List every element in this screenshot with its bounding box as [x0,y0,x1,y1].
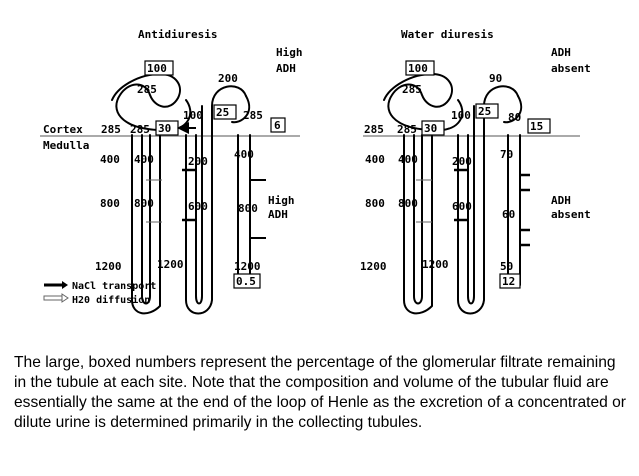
osm-1200-cd: 1200 [234,260,261,273]
pct-100: 100 [147,62,167,75]
adh-label-mid-1: ADH [551,194,571,207]
box-15 [527,118,551,134]
box-6 [270,117,286,133]
box-25 [213,104,237,120]
legend: NaCl transport H20 diffusion [43,281,156,306]
osm-285-ct: 285 [243,109,263,122]
osm-285-b: 285 [397,123,417,136]
osm-1200-b: 1200 [422,258,449,271]
pct-final: 0.5 [236,275,256,288]
osm-70: 70 [500,148,513,161]
pct-25: 25 [478,105,491,118]
adh-label-mid-1: High [268,194,295,207]
loop-ascending [457,85,519,315]
zone-medulla-label: Medulla [43,139,89,152]
osm-100-dist: 100 [451,109,471,122]
box-30 [421,120,445,136]
osm-800-cd: 800 [238,202,258,215]
osm-400-b: 400 [134,153,154,166]
osm-200-dist: 200 [218,72,238,85]
adh-label-top-2: ADH [276,62,296,75]
osm-90: 90 [489,72,502,85]
box-25 [475,103,499,119]
osm-800-a: 800 [365,197,385,210]
pct-15: 15 [530,120,543,133]
legend-h2o-label: H20 diffusion [72,294,150,306]
panel-water-diuresis: Water diuresis ADH absent 100 285 90 100… [360,28,591,315]
proximal-tubule-inner [441,99,464,131]
loop-inner [141,134,151,305]
osm-285-a: 285 [364,123,384,136]
pct-6: 6 [274,119,281,132]
osm-800-b: 800 [398,197,418,210]
loop-inner [413,134,423,305]
osm-400-b: 400 [398,153,418,166]
osm-800-b: 800 [134,197,154,210]
panel-antidiuresis: Antidiuresis High ADH Cortex Medulla 100… [40,28,303,315]
osm-1200-a: 1200 [360,260,387,273]
loop-descending [131,134,161,315]
osm-600: 600 [188,200,208,213]
osm-1200-b: 1200 [157,258,184,271]
adh-label-top-2: absent [551,62,591,75]
box-0-5 [233,273,261,289]
caption: The large, boxed numbers represent the p… [14,354,627,431]
osm-285-prox: 285 [402,83,422,96]
osm-800-a: 800 [100,197,120,210]
osm-80: 80 [508,111,521,124]
loop-ascending-inner [467,105,475,305]
pct-30: 30 [158,122,171,135]
osm-400-cd: 400 [234,148,254,161]
zone-cortex-label: Cortex [43,123,83,136]
osm-200-asc: 200 [188,155,208,168]
osm-285-b: 285 [130,123,150,136]
pct-25: 25 [216,106,229,119]
osm-400-a: 400 [100,153,120,166]
pct-100: 100 [408,62,428,75]
box-100 [144,60,174,76]
pct-30: 30 [424,122,437,135]
loop-descending [403,134,433,315]
panel-title: Water diuresis [401,28,494,41]
h2o-legend-arrowhead [61,293,69,303]
osm-285-prox: 285 [137,83,157,96]
osm-100-dist: 100 [183,109,203,122]
loop-ascending [185,85,247,315]
adh-label-mid-2: absent [551,208,591,221]
loop-ascending-inner [195,105,203,305]
box-100 [405,60,435,76]
h2o-legend-swatch [43,295,63,301]
osm-60: 60 [502,208,515,221]
panel-title: Antidiuresis [138,28,217,41]
box-12 [499,273,521,289]
adh-label-mid-2: ADH [268,208,288,221]
nephron-diagram: Antidiuresis High ADH Cortex Medulla 100… [40,28,591,315]
osm-1200-a: 1200 [95,260,122,273]
distal-tubule [231,95,251,124]
osm-50: 50 [500,260,513,273]
osm-285-a: 285 [101,123,121,136]
pct-final: 12 [502,275,515,288]
distal-tubule [503,95,523,124]
adh-label-top-1: ADH [551,46,571,59]
osm-400-a: 400 [365,153,385,166]
adh-label-top-1: High [276,46,303,59]
nacl-legend-arrowhead [62,281,68,289]
osm-600: 600 [452,200,472,213]
osm-200-asc: 200 [452,155,472,168]
legend-nacl-label: NaCl transport [72,281,156,292]
